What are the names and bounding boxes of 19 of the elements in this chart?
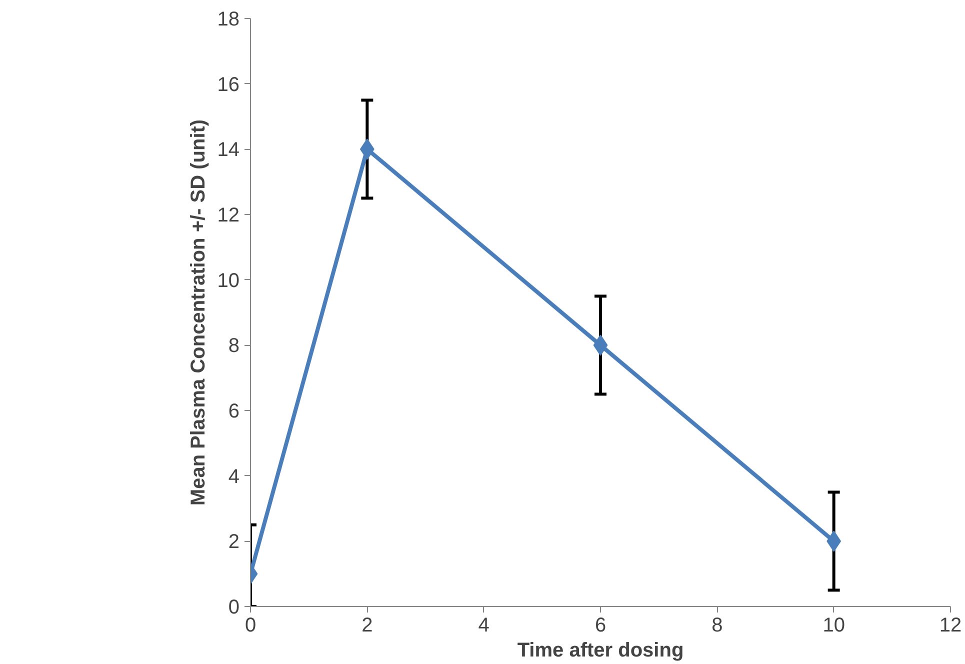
- x-tick-label: 8: [712, 614, 723, 636]
- y-tick-label: 4: [228, 466, 240, 488]
- x-axis-title: Time after dosing: [517, 640, 684, 662]
- x-tick-label: 12: [939, 614, 962, 636]
- y-tick-label: 2: [228, 531, 240, 554]
- y-tick-label: 12: [217, 204, 240, 226]
- x-tick-label: 0: [244, 614, 256, 636]
- y-tick-label: 10: [217, 270, 240, 292]
- y-tick-label: 8: [228, 335, 240, 358]
- y-tick-label: 0: [228, 596, 240, 618]
- x-tick-label: 2: [362, 614, 373, 636]
- x-tick-label: 6: [594, 614, 606, 636]
- y-tick-label: 6: [228, 400, 240, 422]
- y-tick-label: 16: [217, 74, 240, 96]
- y-axis-title: Mean Plasma Concentration +/- SD (unit): [187, 119, 210, 506]
- x-tick-label: 10: [822, 614, 845, 636]
- x-tick-label: 4: [478, 614, 490, 636]
- y-tick-label: 14: [217, 139, 240, 162]
- y-tick-label: 18: [217, 8, 240, 30]
